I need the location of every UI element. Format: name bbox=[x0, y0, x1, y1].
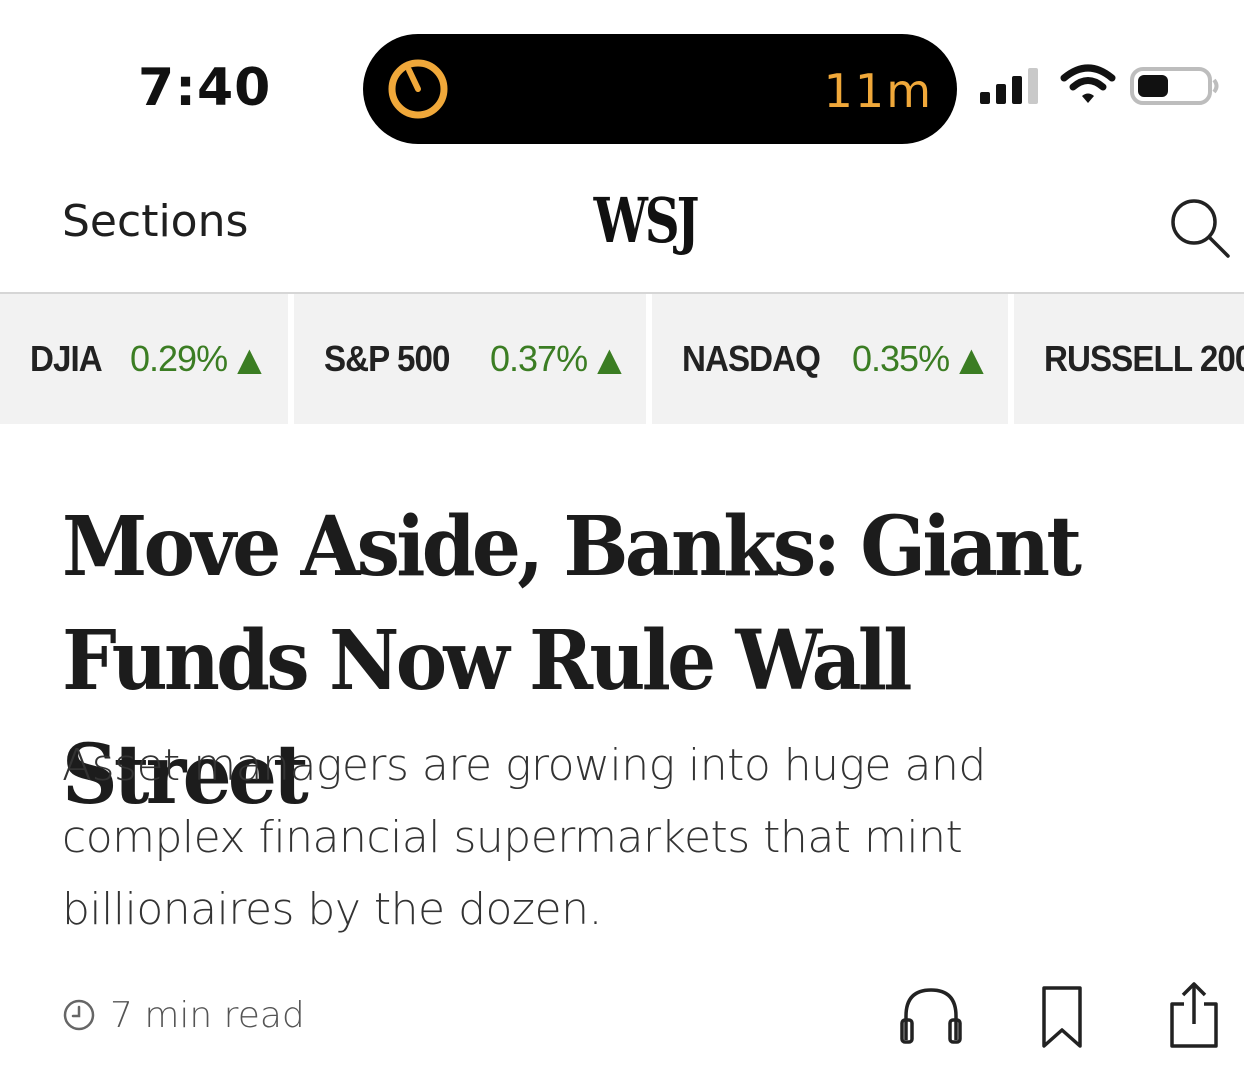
article-meta: 7 min read bbox=[62, 990, 305, 1040]
ticker-name: NASDAQ bbox=[682, 338, 821, 379]
status-time: 7:40 bbox=[138, 58, 272, 118]
status-bar: 7:40 11m bbox=[0, 0, 1244, 150]
app-header: Sections WSJ bbox=[0, 160, 1244, 294]
bookmark-icon[interactable] bbox=[1040, 984, 1084, 1050]
ticker-item-djia[interactable]: DJIA 0.29% ▲ bbox=[0, 294, 288, 424]
ticker-name: DJIA bbox=[30, 338, 103, 379]
battery-icon bbox=[1130, 67, 1219, 105]
ticker-name: RUSSELL 200 bbox=[1044, 338, 1244, 379]
read-time: 7 min read bbox=[110, 994, 305, 1036]
ticker-item-sp500[interactable]: S&P 500 0.37% ▲ bbox=[294, 294, 646, 424]
up-arrow-icon: ▲ bbox=[597, 340, 622, 378]
ticker-name: S&P 500 bbox=[324, 338, 450, 379]
article-dek: Asset managers are growing into huge and… bbox=[62, 740, 986, 935]
up-arrow-icon: ▲ bbox=[237, 340, 262, 378]
clock-icon bbox=[63, 999, 95, 1031]
search-icon[interactable] bbox=[1168, 196, 1232, 260]
dynamic-island[interactable]: 11m bbox=[363, 34, 957, 144]
wifi-icon bbox=[1060, 64, 1116, 103]
timer-icon bbox=[388, 59, 448, 119]
ticker-change: 0.29% bbox=[130, 338, 228, 379]
article-headline[interactable]: Move Aside, Banks: Giant Funds Now Rule … bbox=[62, 499, 1082, 823]
ticker-item-nasdaq[interactable]: NASDAQ 0.35% ▲ bbox=[652, 294, 1008, 424]
cellular-signal-icon bbox=[980, 68, 1038, 104]
sections-button[interactable]: Sections bbox=[62, 196, 249, 247]
market-ticker[interactable]: DJIA 0.29% ▲ S&P 500 0.37% ▲ NASDAQ 0.35… bbox=[0, 294, 1244, 424]
ticker-change: 0.35% bbox=[852, 338, 950, 379]
timer-remaining: 11m bbox=[823, 64, 933, 118]
ticker-item-russell[interactable]: RUSSELL 200 bbox=[1014, 294, 1244, 424]
wsj-logo[interactable]: WSJ bbox=[593, 184, 700, 257]
up-arrow-icon: ▲ bbox=[959, 340, 984, 378]
ticker-change: 0.37% bbox=[490, 338, 588, 379]
share-icon[interactable] bbox=[1166, 980, 1222, 1050]
headphones-icon[interactable] bbox=[898, 984, 964, 1050]
